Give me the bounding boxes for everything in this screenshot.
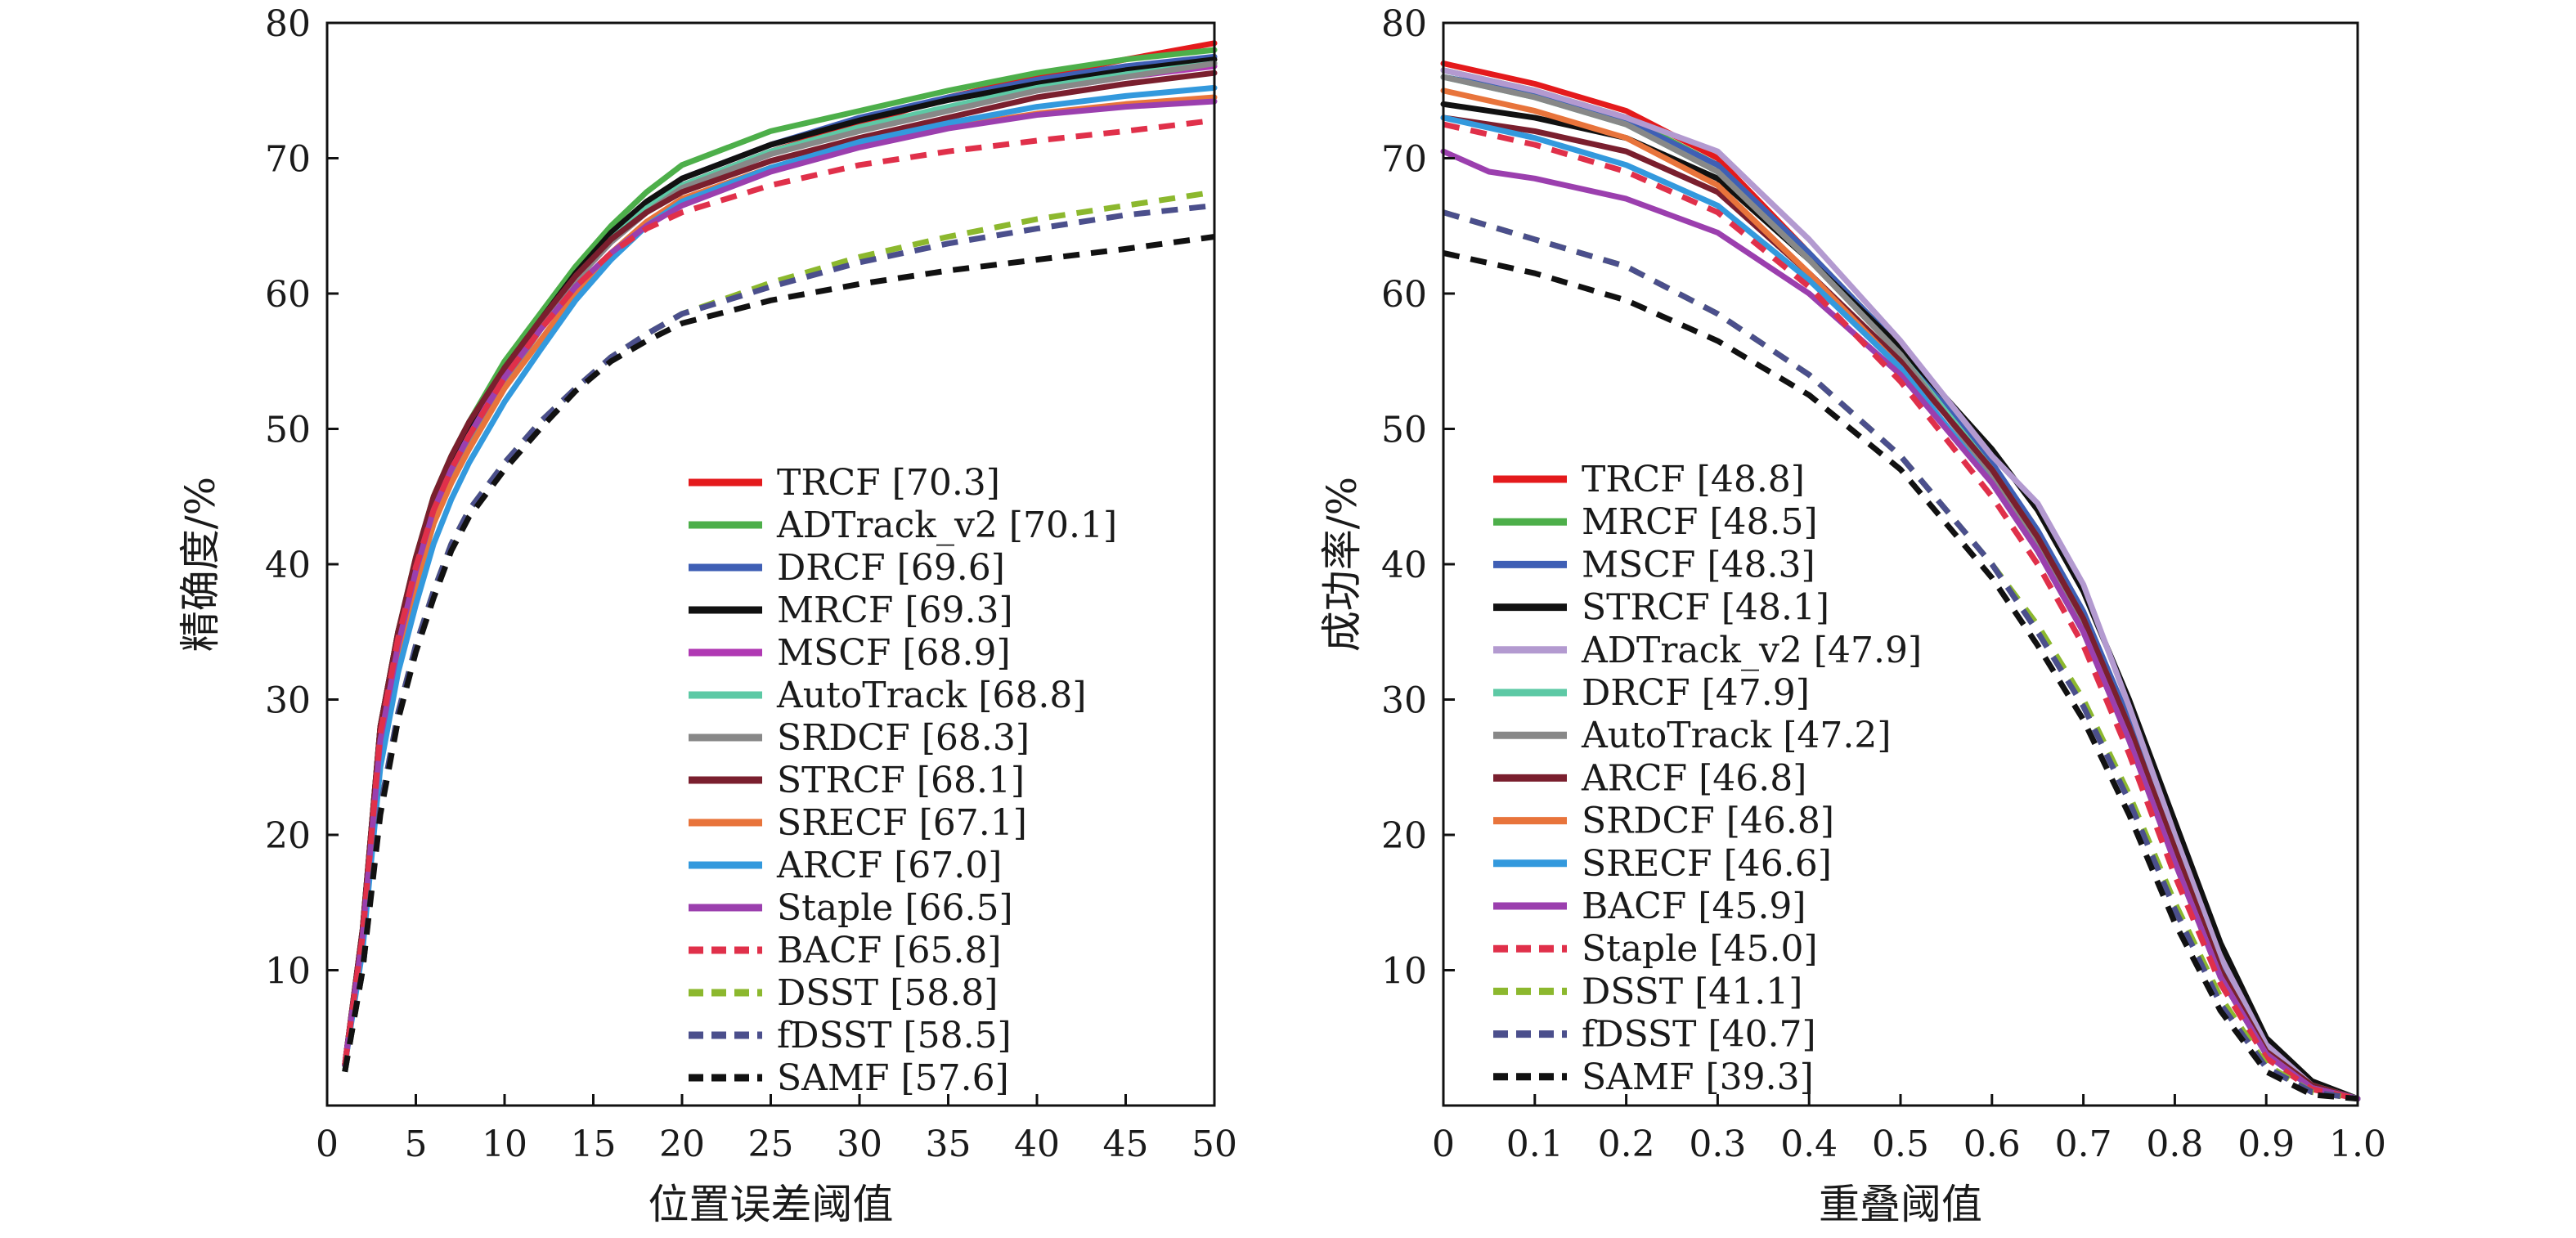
x-tick-label: 45 xyxy=(1103,1124,1149,1165)
x-tick-label: 35 xyxy=(926,1124,972,1165)
legend-entry: BACF [45.9] xyxy=(1582,886,1806,927)
legend-entry: TRCF [48.8] xyxy=(1582,459,1805,500)
y-tick-label: 20 xyxy=(1381,815,1427,857)
precision-plot: 0 5 10 15 20 25 30 35 40 45 50 10 20 30 40 50 60 70 80 位置误差… xyxy=(177,3,1237,1228)
legend-entry: TRCF [70.3] xyxy=(777,462,1000,504)
legend-entry: ARCF [67.0] xyxy=(776,845,1002,886)
legend-entry: ADTrack_v2 [47.9] xyxy=(1581,630,1922,671)
legend-entry: ADTrack_v2 [70.1] xyxy=(776,505,1117,546)
legend-entry: SRDCF [68.3] xyxy=(777,717,1030,759)
series-line-13 xyxy=(1443,209,2358,1102)
y-tick-label: 30 xyxy=(1381,680,1427,722)
series-line-10 xyxy=(342,98,1218,1068)
x-tick-label: 30 xyxy=(837,1124,882,1165)
legend-entry: ARCF [46.8] xyxy=(1581,757,1806,799)
x-tick-label: 15 xyxy=(571,1124,617,1165)
y-tick-label: 80 xyxy=(265,3,311,45)
plot-frame xyxy=(325,21,1216,1107)
x-tick-label: 0.2 xyxy=(1598,1124,1655,1165)
y-tick-label: 50 xyxy=(1381,410,1427,451)
legend-entry: fDSST [58.5] xyxy=(777,1015,1012,1056)
y-tick-label: 60 xyxy=(265,274,311,316)
legend-entry: BACF [65.8] xyxy=(777,930,1002,971)
y-axis-label: 精确度/% xyxy=(177,477,224,652)
y-tick-label: 20 xyxy=(265,815,311,857)
legend-entry: AutoTrack [47.2] xyxy=(1581,715,1892,756)
x-tick-label: 40 xyxy=(1014,1124,1060,1165)
y-axis-label: 成功率/% xyxy=(1318,477,1366,652)
x-tick-label: 0.9 xyxy=(2237,1124,2295,1165)
legend-entry: fDSST [40.7] xyxy=(1582,1014,1816,1056)
legend-entry: MSCF [48.3] xyxy=(1582,544,1815,585)
legend-entry: Staple [45.0] xyxy=(1582,928,1818,970)
success-plot: 0 0.1 0.2 0.3 0.4 0.5 0.6 0.7 0.8 0.9 1.0 10 20 30 40 5… xyxy=(1318,3,2386,1228)
y-tick-label: 10 xyxy=(1381,951,1427,993)
legend-entry: MSCF [68.9] xyxy=(777,632,1011,674)
legend-entry: MRCF [69.3] xyxy=(777,590,1013,631)
legend-entry: SAMF [39.3] xyxy=(1582,1056,1814,1098)
legend-entry: SAMF [57.6] xyxy=(777,1057,1009,1099)
x-tick-label: 50 xyxy=(1192,1124,1237,1165)
legend-entry: STRCF [48.1] xyxy=(1582,587,1829,629)
x-tick-label: 0.8 xyxy=(2146,1124,2203,1165)
legend-entry: DRCF [47.9] xyxy=(1582,672,1810,714)
y-tick-label: 70 xyxy=(1381,139,1427,181)
x-tick-label: 0 xyxy=(316,1124,339,1165)
y-tick-label: 10 xyxy=(265,951,311,993)
legend-entry: SRDCF [46.8] xyxy=(1582,801,1834,842)
y-tick-label: 50 xyxy=(265,410,311,451)
legend-entry: DSST [58.8] xyxy=(777,972,998,1014)
y-tick-label: 40 xyxy=(1381,545,1427,586)
x-tick-label: 25 xyxy=(748,1124,794,1165)
x-tick-label: 10 xyxy=(482,1124,527,1165)
y-tick-label: 40 xyxy=(265,545,311,586)
x-tick-label: 0.1 xyxy=(1506,1124,1564,1165)
x-tick-label: 1.0 xyxy=(2329,1124,2386,1165)
x-tick-label: 0.6 xyxy=(1963,1124,2021,1165)
x-tick-label: 5 xyxy=(405,1124,428,1165)
legend-entry: AutoTrack [68.8] xyxy=(776,675,1087,716)
series-line-14 xyxy=(342,234,1215,1073)
legend-entry: DRCF [69.6] xyxy=(777,547,1005,589)
legend-entry: DSST [41.1] xyxy=(1582,971,1802,1012)
x-tick-label: 0.4 xyxy=(1780,1124,1838,1165)
series-line-14 xyxy=(1443,249,2358,1102)
x-tick-label: 0.5 xyxy=(1872,1124,1929,1165)
x-axis-label: 重叠阈值 xyxy=(1819,1181,1982,1228)
series-line-4 xyxy=(1440,67,2361,1102)
x-axis-label: 位置误差阈值 xyxy=(648,1181,894,1228)
y-tick-label: 80 xyxy=(1381,3,1427,45)
y-tick-label: 60 xyxy=(1381,274,1427,316)
x-tick-label: 0 xyxy=(1432,1124,1455,1165)
series-line-11 xyxy=(1443,121,2358,1102)
legend-entry: STRCF [68.1] xyxy=(777,760,1025,801)
legend-entry: MRCF [48.5] xyxy=(1582,501,1818,543)
legend-entry: SRECF [67.1] xyxy=(777,802,1027,844)
series-line-9 xyxy=(342,84,1218,1068)
legend-entry: Staple [66.5] xyxy=(777,887,1013,929)
legend-entry: SRECF [46.6] xyxy=(1582,843,1832,885)
x-tick-label: 0.7 xyxy=(2055,1124,2112,1165)
y-tick-label: 70 xyxy=(265,139,311,181)
y-tick-label: 30 xyxy=(265,680,311,722)
x-tick-label: 20 xyxy=(659,1124,705,1165)
x-tick-label: 0.3 xyxy=(1689,1124,1746,1165)
